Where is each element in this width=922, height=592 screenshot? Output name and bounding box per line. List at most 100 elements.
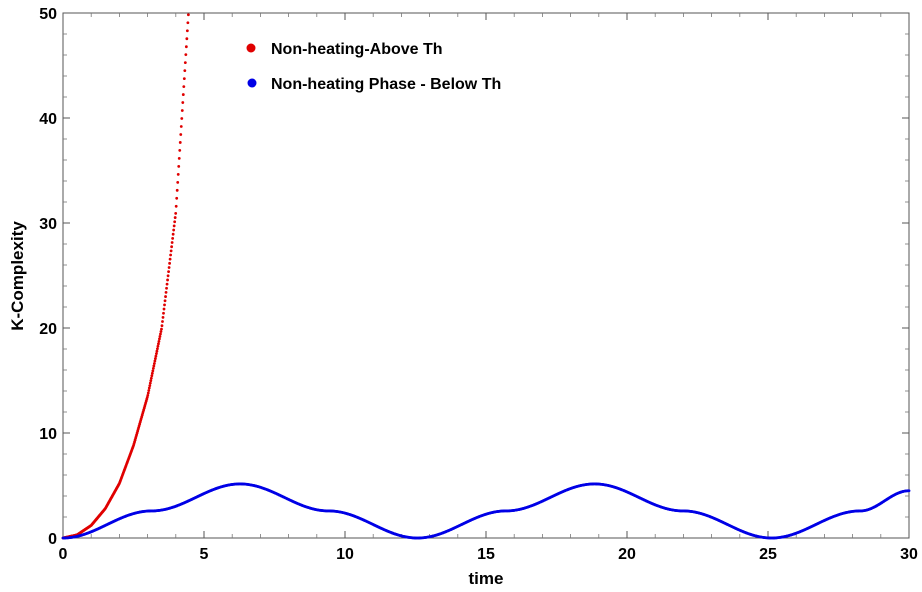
data-point — [158, 335, 162, 338]
x-tick-label: 10 — [336, 546, 354, 563]
data-point — [155, 352, 158, 356]
data-point — [167, 266, 171, 269]
legend-label-above-th: Non-heating-Above Th — [271, 41, 443, 58]
data-point — [153, 359, 157, 363]
data-point — [160, 324, 164, 328]
legend: Non-heating-Above Th Non-heating Phase -… — [246, 41, 501, 93]
data-point — [176, 180, 180, 184]
data-point — [173, 220, 177, 224]
x-tick-label: 15 — [477, 546, 495, 563]
data-point — [149, 376, 153, 380]
tick-layer: 0 5 10 15 20 25 30 0 10 20 30 40 50 — [39, 6, 918, 563]
data-point — [175, 188, 179, 192]
data-point — [149, 379, 153, 383]
data-point — [185, 29, 189, 33]
data-point — [170, 245, 174, 249]
data-point — [186, 21, 190, 25]
x-tick-label: 5 — [200, 546, 209, 563]
data-point — [164, 291, 168, 294]
data-point — [153, 357, 157, 360]
data-point — [148, 384, 152, 387]
data-point — [175, 196, 179, 200]
data-point — [174, 204, 178, 208]
data-point — [179, 133, 183, 136]
x-tick-label: 0 — [59, 546, 68, 563]
series-below-th — [61, 482, 911, 540]
data-point — [180, 109, 184, 112]
data-point — [168, 257, 172, 261]
y-tick-label: 20 — [39, 321, 57, 338]
data-point — [183, 69, 187, 73]
data-point — [157, 342, 160, 346]
data-point — [154, 354, 158, 358]
data-point — [180, 117, 184, 120]
data-point — [171, 232, 175, 236]
data-point — [170, 241, 174, 244]
y-axis-title: K-Complexity — [8, 221, 27, 331]
x-tick-label: 30 — [900, 546, 918, 563]
data-point — [185, 37, 189, 41]
data-point — [148, 381, 152, 385]
data-point — [155, 349, 159, 353]
data-point — [160, 327, 163, 331]
data-point — [152, 362, 156, 365]
data-point — [168, 261, 172, 265]
data-point — [169, 249, 173, 253]
legend-marker-above-th — [246, 43, 256, 53]
x-tick-label: 25 — [759, 546, 777, 563]
legend-label-below-th: Non-heating Phase - Below Th — [271, 76, 501, 93]
data-point — [162, 307, 166, 311]
data-point — [164, 295, 167, 298]
data-point — [178, 149, 182, 152]
data-point — [171, 236, 175, 240]
x-tick-label: 20 — [618, 546, 636, 563]
data-point — [146, 394, 150, 397]
data-point — [151, 367, 155, 370]
data-point — [176, 172, 180, 176]
data-point — [166, 274, 170, 278]
data-point — [163, 303, 166, 307]
data-point — [179, 125, 183, 128]
data-point — [147, 386, 151, 390]
data-point — [156, 347, 159, 351]
data-point — [163, 299, 167, 303]
y-tick-label: 50 — [39, 6, 57, 23]
data-point — [156, 344, 160, 348]
data-point — [150, 374, 154, 378]
data-point — [181, 101, 185, 104]
data-point — [161, 315, 165, 319]
series-layer — [61, 13, 911, 540]
y-tick-label: 0 — [48, 531, 57, 548]
legend-marker-below-th — [247, 78, 257, 88]
data-point — [907, 489, 911, 493]
data-point — [151, 369, 155, 373]
data-point — [182, 77, 186, 81]
data-point — [181, 93, 185, 96]
data-point — [161, 320, 164, 323]
data-point — [172, 228, 176, 232]
data-point — [150, 371, 154, 375]
data-point — [159, 332, 162, 336]
data-point — [184, 53, 188, 57]
y-tick-label: 30 — [39, 216, 57, 233]
data-point — [158, 337, 161, 341]
data-point — [177, 157, 181, 160]
data-point — [165, 282, 169, 286]
data-point — [183, 61, 187, 65]
data-point — [152, 364, 156, 368]
data-point — [166, 278, 169, 282]
y-tick-label: 10 — [39, 426, 57, 443]
data-point — [146, 391, 150, 395]
data-point — [186, 13, 190, 17]
data-point — [184, 45, 188, 49]
data-point — [177, 164, 181, 168]
data-point — [167, 270, 170, 274]
data-point — [172, 224, 176, 228]
data-point — [174, 212, 178, 215]
data-point — [157, 339, 161, 343]
data-point — [147, 389, 151, 392]
x-axis-title: time — [469, 569, 504, 588]
data-point — [178, 141, 182, 144]
